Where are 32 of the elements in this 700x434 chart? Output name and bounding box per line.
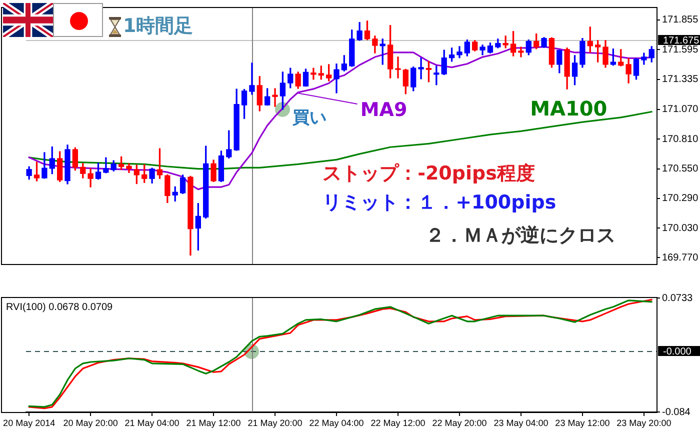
y-tick-label: 170.550 (662, 164, 699, 175)
x-tick-label: 21 May 20:00 (248, 418, 302, 428)
x-tick-label: 21 May 04:00 (124, 418, 180, 428)
x-tick-label: 20 May 2014 (3, 418, 56, 428)
y-tick-label: 171.335 (662, 74, 699, 86)
x-tick-label: 23 May 20:00 (616, 418, 672, 428)
y-tick-label: 171.070 (662, 104, 699, 116)
x-tick-label: 21 May 12:00 (186, 418, 241, 428)
y-tick-label: 170.030 (662, 222, 699, 234)
x-tick-label: 22 May 20:00 (432, 418, 487, 428)
chart-title: RVI(100) 0.0678 0.0709 (6, 302, 113, 313)
x-tick-label: 20 May 20:00 (63, 418, 118, 428)
y-tick-label: 170.810 (662, 134, 699, 145)
y-tick-label: -0.084 (662, 406, 691, 418)
x-tick-label: 23 May 12:00 (555, 418, 610, 428)
x-tick-label: 23 May 04:00 (494, 418, 548, 428)
y-tick-label: 169.770 (662, 252, 699, 264)
annotation: 買い (292, 108, 327, 128)
chart-title: 1時間足 (123, 15, 194, 37)
ref-line-label: 171.675 (663, 35, 700, 46)
y-tick-label: 170.290 (662, 193, 699, 204)
x-tick-label: 22 May 12:00 (370, 418, 426, 428)
y-tick-label: 0.0733 (662, 292, 694, 304)
annotation: ストップ：-20pips程度 (322, 162, 535, 184)
x-tick-label: 22 May 04:00 (309, 418, 364, 428)
annotation: ２．ＭＡが逆にクロス (426, 224, 616, 246)
annotation: リミット：１．+100pips (322, 191, 556, 214)
series-label: MA100 (530, 96, 608, 120)
y-tick-label: 171.595 (662, 44, 699, 56)
ref-line-label: -0.000 (663, 346, 692, 358)
legend-label: MA9 (360, 98, 408, 121)
y-tick-label: 171.855 (662, 14, 699, 26)
